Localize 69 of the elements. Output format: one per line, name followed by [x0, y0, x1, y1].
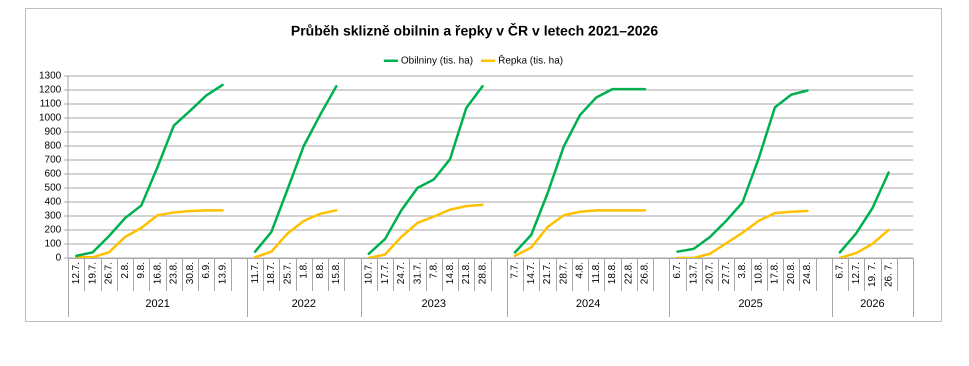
text: 2023: [422, 298, 446, 310]
x-tick-label: 18.8.: [607, 262, 618, 284]
legend-label: Obilniny (tis. ha): [400, 56, 474, 67]
x-tick-label: 14.8.: [444, 262, 456, 284]
x-tick-label: 31.7.: [412, 262, 424, 284]
x-tick-label: 14.7.: [526, 262, 537, 284]
x-tick-label: 17.7.: [380, 262, 391, 284]
y-tick-label: 1300: [38, 70, 62, 82]
y-tick-label: 300: [44, 210, 62, 222]
x-tick-label: 2.8.: [120, 262, 131, 279]
y-tick-label: 500: [44, 182, 62, 194]
y-tick-label: 0: [56, 252, 62, 264]
x-tick-label: 10.8.: [753, 262, 764, 284]
x-tick-label: 20.8.: [786, 262, 797, 284]
x-tick-label: 6.7.: [672, 262, 684, 279]
text: 2021: [145, 298, 170, 310]
x-tick-label: 20.7.: [704, 262, 716, 284]
y-tick-label: 700: [44, 154, 62, 166]
y-tick-label: 1000: [38, 112, 62, 124]
x-tick-label: 9.8.: [136, 262, 148, 279]
text: 2025: [738, 298, 763, 310]
x-tick-label: 24.8.: [802, 262, 814, 284]
text: 2026: [860, 298, 885, 310]
y-tick-label: 800: [44, 140, 62, 152]
x-tick-label: 26. 7.: [883, 262, 894, 288]
chart-title: Průběh sklizně obilnin a řepky v ČR v letech 2021–2026: [290, 22, 658, 38]
x-tick-label: 23.8.: [168, 262, 180, 284]
x-tick-label: 24.7.: [396, 262, 408, 284]
x-tick-label: 19.7.: [87, 262, 98, 284]
x-tick-label: 18.7.: [266, 262, 278, 284]
x-tick-label: 16.8.: [152, 262, 164, 284]
x-tick-label: 12.7.: [71, 262, 82, 284]
x-tick-label: 13.7.: [688, 262, 700, 284]
y-tick-label: 400: [44, 196, 62, 208]
x-tick-label: 27.7.: [720, 262, 732, 284]
x-tick-label: 25.7.: [282, 262, 294, 284]
x-tick-label: 28.7.: [558, 262, 570, 284]
x-tick-label: 13.9.: [217, 262, 228, 284]
x-tick-label: 21.7.: [542, 262, 554, 284]
y-tick-label: 200: [44, 224, 62, 236]
y-tick-label: 600: [44, 168, 62, 180]
x-tick-label: 30.8.: [184, 262, 196, 284]
x-tick-label: 11.7.: [250, 262, 261, 284]
x-tick-label: 22.8.: [623, 262, 634, 284]
legend-label: Řepka (tis. ha): [498, 54, 564, 67]
x-tick-label: 21.8.: [461, 262, 472, 284]
x-tick-label: 17.8.: [770, 262, 781, 284]
x-tick-label: 15.8.: [331, 262, 342, 284]
y-tick-label: 900: [44, 126, 62, 138]
x-tick-label: 10.7.: [364, 262, 375, 284]
y-tick-label: 1200: [38, 84, 62, 96]
y-tick-label: 100: [44, 238, 62, 250]
text: 2024: [576, 298, 600, 310]
x-tick-label: 7.7.: [510, 262, 521, 279]
x-tick-label: 8.8.: [314, 262, 326, 279]
x-tick-label: 28.8.: [477, 262, 488, 284]
x-tick-label: 26.7.: [104, 262, 115, 284]
x-tick-label: 3.8.: [737, 262, 748, 279]
y-tick-label: 1100: [40, 98, 62, 110]
x-tick-label: 11.8.: [590, 262, 602, 284]
text: 2022: [292, 298, 316, 310]
x-tick-label: 1.8.: [298, 262, 310, 279]
x-tick-label: 19. 7.: [867, 262, 878, 288]
x-tick-label: 26.8.: [640, 262, 651, 284]
x-tick-label: 6.7.: [834, 262, 846, 279]
x-tick-label: 4.8.: [574, 262, 586, 279]
x-tick-label: 7.8.: [428, 262, 440, 279]
x-tick-label: 12.7.: [850, 262, 862, 284]
x-tick-label: 6.9.: [201, 262, 212, 279]
